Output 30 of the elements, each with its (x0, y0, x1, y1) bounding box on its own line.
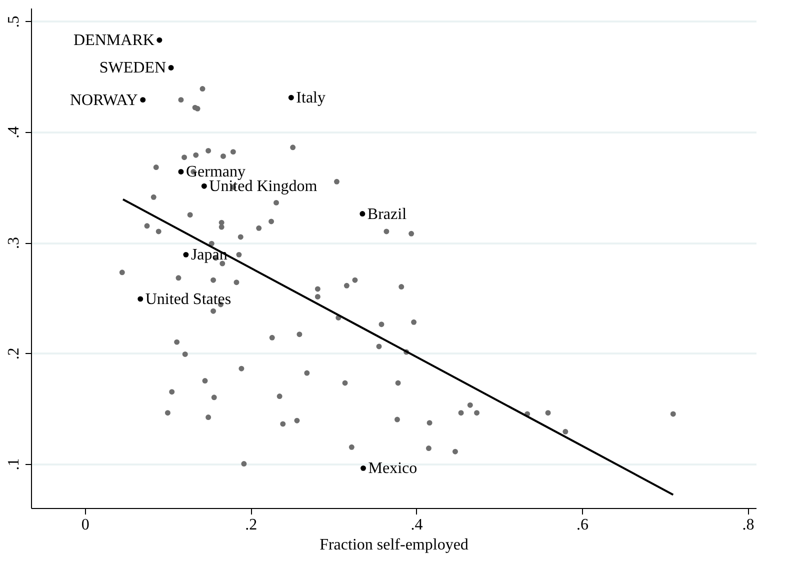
annotation: United States (145, 290, 232, 308)
y-tick-label: .4 (6, 126, 22, 138)
y-tick-label: .3 (6, 237, 22, 250)
point (178, 168, 184, 174)
y-tick-label: .1 (6, 458, 22, 470)
point (156, 37, 162, 43)
point (168, 65, 174, 70)
annotation: Mexico (368, 460, 418, 478)
point (140, 97, 146, 103)
x-tick-label: .2 (245, 516, 258, 534)
y-tick-label: .5 (6, 16, 22, 28)
x-tick-label: .4 (410, 516, 423, 534)
annotation: Italy (296, 90, 326, 107)
point (288, 94, 294, 100)
x-tick-label: .6 (576, 516, 588, 534)
point (138, 296, 144, 302)
annotation: Brazil (367, 206, 408, 223)
point (201, 183, 207, 189)
annotation: Germany (186, 164, 246, 181)
point (360, 465, 366, 471)
annotation: United Kingdom (209, 178, 318, 196)
x-axis-title: Fraction self-employed (320, 536, 468, 554)
y-tick-label: .2 (6, 348, 22, 360)
annotation: SWEDEN (99, 60, 166, 77)
point (183, 252, 189, 258)
annotation: NORWAY (70, 92, 138, 109)
point (360, 211, 366, 216)
x-tick-label: .8 (742, 516, 754, 534)
annotation: DENMARK (74, 32, 155, 50)
x-tick-label: 0 (81, 516, 90, 534)
